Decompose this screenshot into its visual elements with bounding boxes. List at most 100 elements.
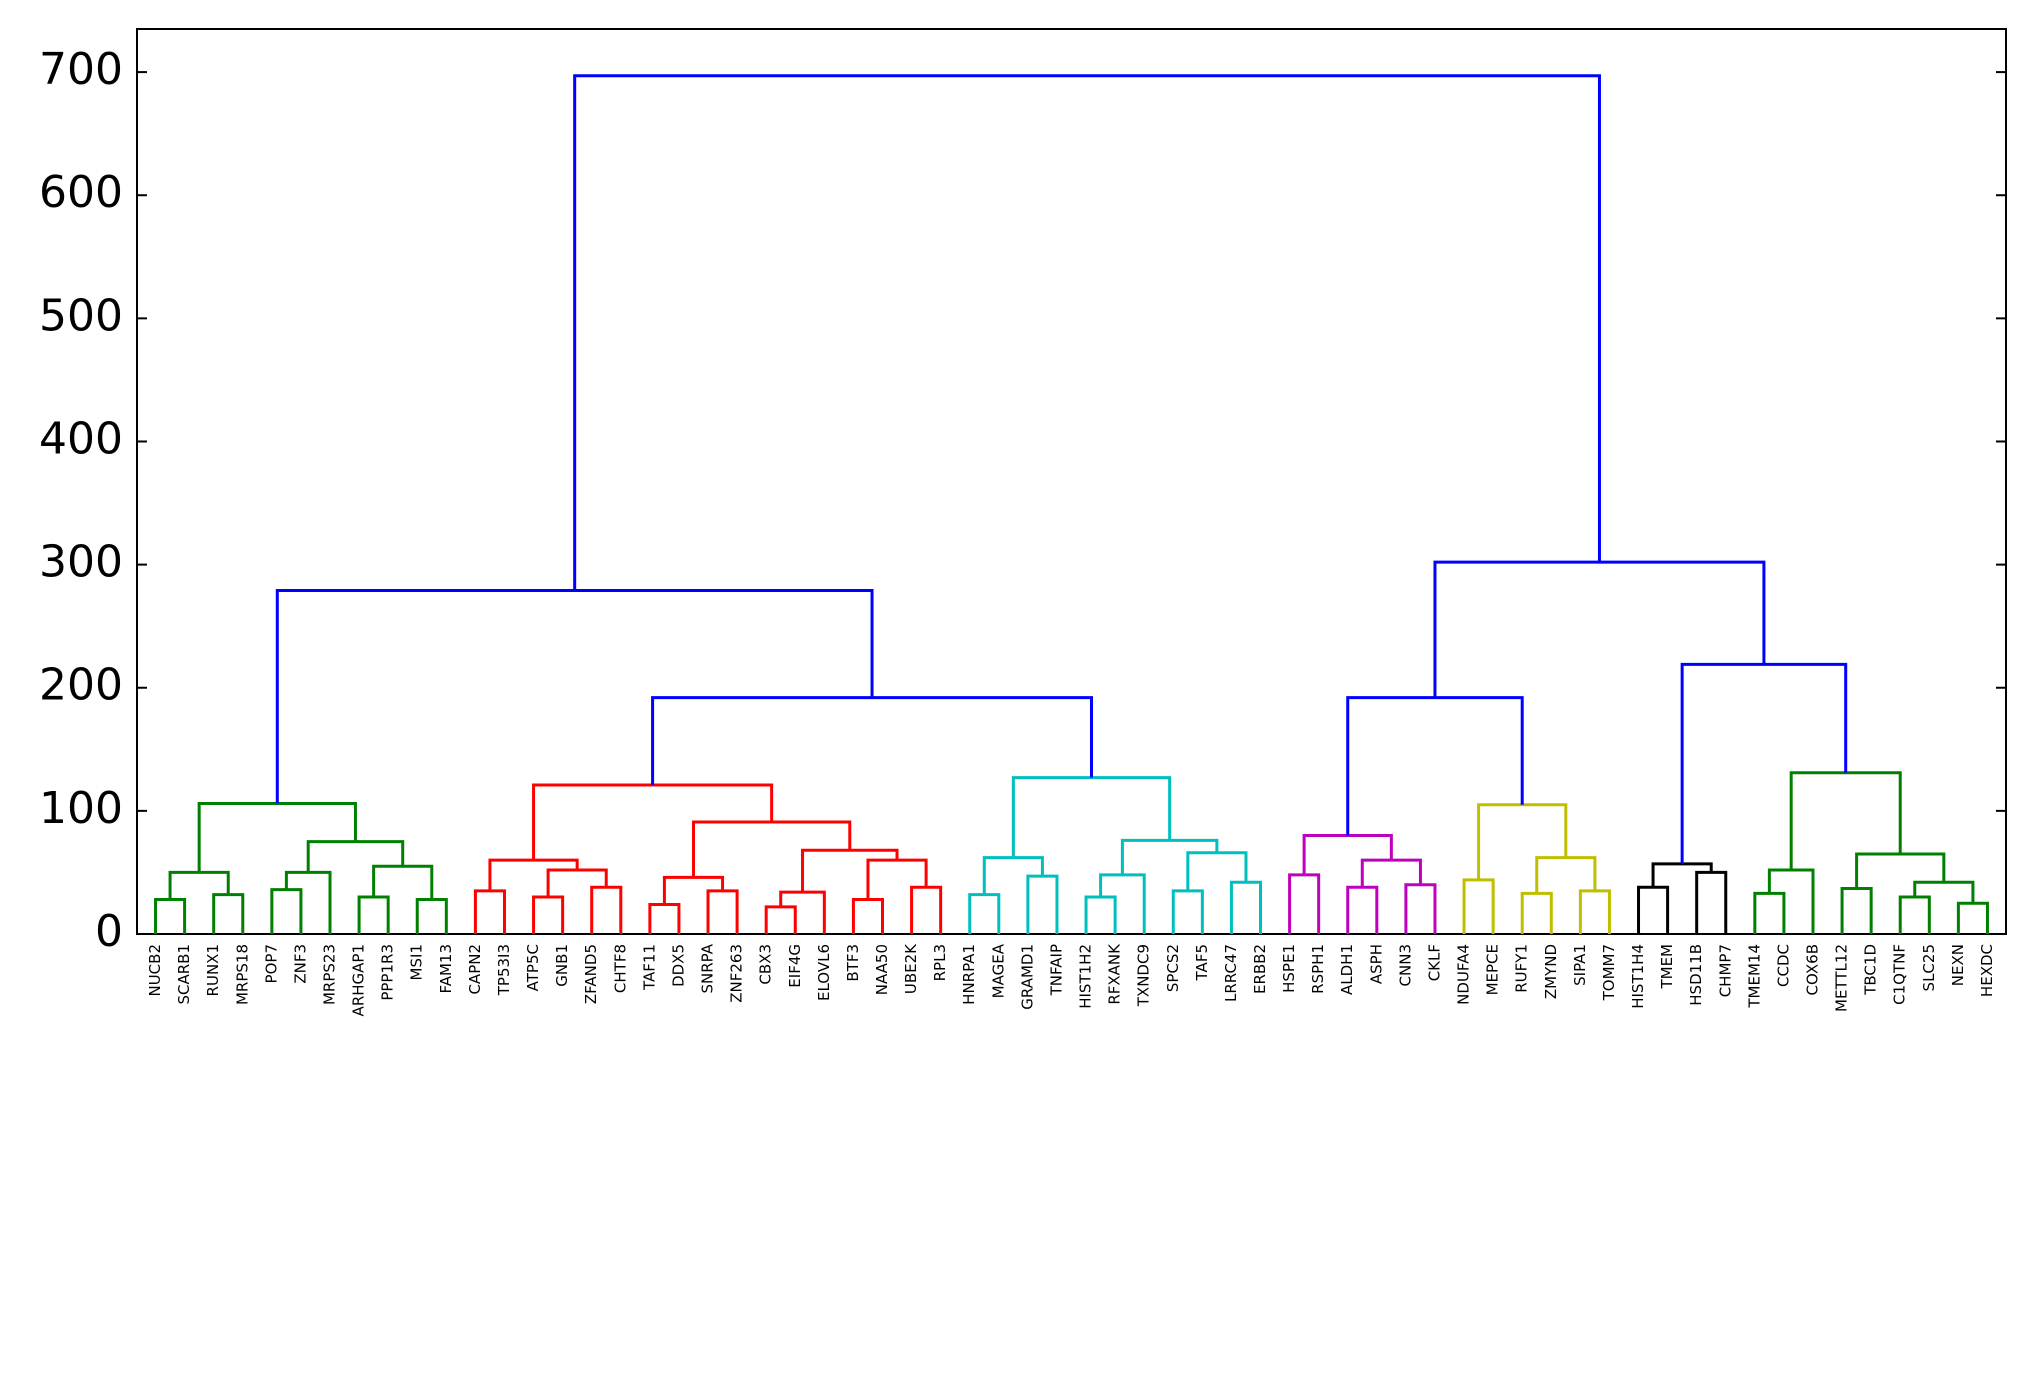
leaf-label: RUNX1 xyxy=(204,944,222,996)
leaf-label: ERBB2 xyxy=(1251,944,1269,994)
leaf-label: HSD11B xyxy=(1687,944,1705,1006)
link xyxy=(1099,873,1146,934)
leaf-label: SNRPA xyxy=(699,943,717,993)
leaf-label: METTL12 xyxy=(1833,944,1851,1012)
link xyxy=(306,840,405,873)
link xyxy=(651,696,1093,786)
link xyxy=(1084,895,1117,934)
leaf-label: TAF5 xyxy=(1193,944,1211,981)
leaf-label: UBE2K xyxy=(902,943,920,994)
leaf-label: TNFAIP xyxy=(1047,944,1065,996)
leaf-label: RUFY1 xyxy=(1513,944,1531,993)
link xyxy=(1520,891,1553,934)
leaf-label: HIST1H4 xyxy=(1629,944,1647,1009)
link xyxy=(546,868,608,898)
leaf-label: ZNF3 xyxy=(291,944,309,984)
link xyxy=(473,889,506,934)
leaf-label: GRAMD1 xyxy=(1018,944,1036,1010)
leaf-label: ALDH1 xyxy=(1338,944,1356,995)
leaf-label: SLC25 xyxy=(1920,944,1938,991)
leaf-label: CNN3 xyxy=(1396,944,1414,986)
link xyxy=(270,888,303,934)
link xyxy=(284,870,332,934)
leaf-label: NDUFA4 xyxy=(1455,944,1473,1005)
link xyxy=(648,902,681,934)
link xyxy=(764,905,797,934)
leaf-label: CAPN2 xyxy=(466,944,484,995)
link xyxy=(801,848,899,893)
link xyxy=(1898,895,1931,934)
link xyxy=(532,895,565,934)
leaf-label: CKLF xyxy=(1425,944,1443,981)
leaf-label: CHTF8 xyxy=(611,944,629,993)
link xyxy=(779,890,826,934)
leaf-label: MRPS23 xyxy=(321,944,339,1005)
link xyxy=(1186,851,1248,891)
leaf-label: RSPH1 xyxy=(1309,944,1327,994)
link xyxy=(488,858,579,891)
link xyxy=(1462,878,1495,934)
leaf-label: FAM13 xyxy=(437,944,455,994)
link xyxy=(982,856,1044,895)
leaf-label: TP53I3 xyxy=(495,944,513,996)
link xyxy=(1011,776,1172,858)
y-tick-label: 700 xyxy=(39,44,123,95)
link xyxy=(851,898,884,934)
link xyxy=(1753,891,1786,934)
leaf-label: SIPA1 xyxy=(1571,944,1589,986)
y-tick-label: 100 xyxy=(39,783,123,834)
leaf-label: MAGEA xyxy=(989,943,1007,998)
link xyxy=(1956,901,1989,934)
leaf-label: EIF4G xyxy=(786,944,804,988)
link xyxy=(1578,889,1611,934)
y-tick-label: 500 xyxy=(39,290,123,341)
leaf-label: ARHGAP1 xyxy=(350,944,368,1016)
leaf-label: MEPCE xyxy=(1484,944,1502,995)
link xyxy=(573,74,1601,591)
leaf-label: GNB1 xyxy=(553,944,571,987)
link xyxy=(197,801,357,873)
leaf-label: LRRC47 xyxy=(1222,944,1240,1002)
link xyxy=(1288,873,1321,934)
link xyxy=(1120,838,1219,875)
leaf-label: TAF11 xyxy=(640,944,658,991)
link xyxy=(706,889,739,934)
link xyxy=(532,783,774,861)
leaf-label: DDX5 xyxy=(669,944,687,987)
leaf-label: MRPS18 xyxy=(233,944,251,1005)
link xyxy=(1535,856,1597,894)
link xyxy=(1651,862,1713,888)
link xyxy=(1026,874,1059,934)
link xyxy=(212,893,245,934)
leaf-label: MSI1 xyxy=(408,944,426,980)
link xyxy=(662,875,725,905)
link xyxy=(1346,696,1524,836)
y-tick-label: 600 xyxy=(39,167,123,218)
leaf-label: NEXN xyxy=(1949,944,1967,986)
leaf-label: ZNF263 xyxy=(728,944,746,1003)
link xyxy=(1637,885,1670,934)
y-tick-label: 400 xyxy=(39,413,123,464)
leaf-label: NUCB2 xyxy=(146,944,164,997)
leaf-label: ELOVL6 xyxy=(815,944,833,1001)
leaf-label: PPP1R3 xyxy=(379,944,397,1001)
leaf-label: HNRPA1 xyxy=(960,944,978,1005)
y-tick-label: 0 xyxy=(95,906,123,957)
link xyxy=(1229,880,1263,934)
leaf-label: ASPH xyxy=(1367,944,1385,984)
link xyxy=(1346,885,1379,934)
leaf-label: RFXANK xyxy=(1106,943,1124,1005)
leaf-label: BTF3 xyxy=(844,944,862,982)
link xyxy=(415,898,448,934)
leaf-label: CBX3 xyxy=(757,944,775,985)
link xyxy=(1404,883,1437,934)
leaf-label: TOMM7 xyxy=(1600,944,1618,1001)
leaf-label: HIST1H2 xyxy=(1077,944,1095,1009)
leaf-label: RPL3 xyxy=(931,944,949,981)
link xyxy=(1302,833,1393,875)
leaf-label: NAA50 xyxy=(873,944,891,995)
leaf-label: TMEM14 xyxy=(1745,944,1763,1009)
leaf-label: ATP5C xyxy=(524,944,542,991)
leaf-label: HSPE1 xyxy=(1280,944,1298,993)
